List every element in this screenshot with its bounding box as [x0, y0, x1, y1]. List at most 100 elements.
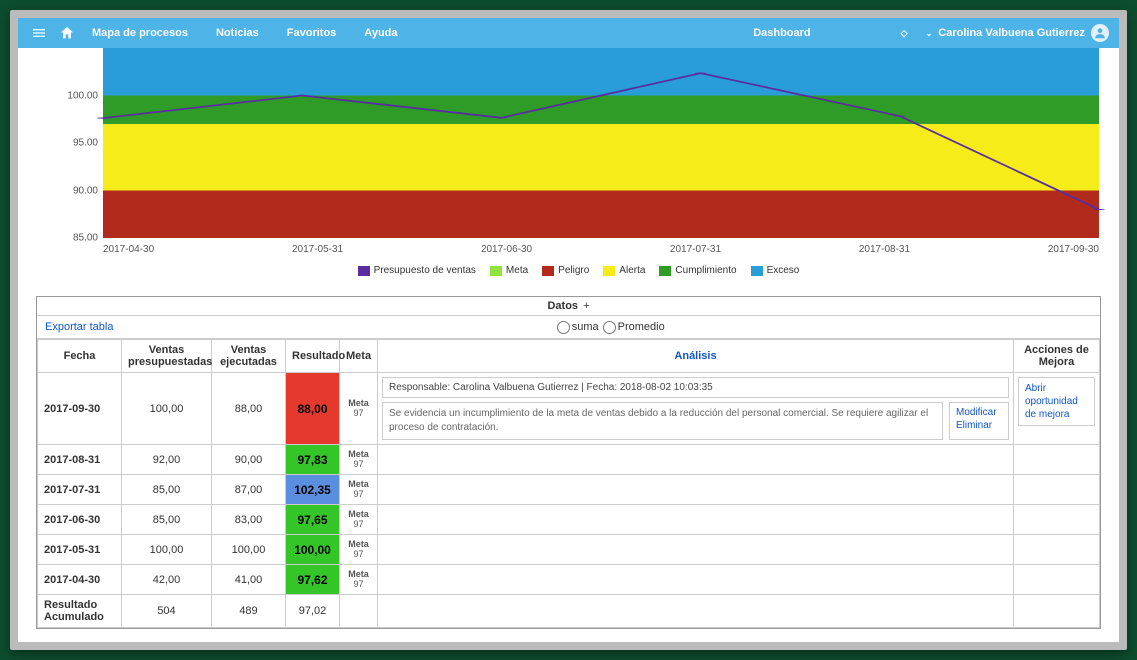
col-resultado: Resultado [286, 340, 340, 373]
table-row: 2017-08-3192,0090,0097,83Meta97 [38, 445, 1100, 475]
data-table-container: Datos + Exportar tabla suma Promedio Fec… [36, 296, 1101, 629]
legend-item: Peligro [542, 265, 589, 276]
table-row: 2017-07-3185,0087,00102,35Meta97 [38, 475, 1100, 505]
col-analisis[interactable]: Análisis [378, 340, 1014, 373]
cell-analisis [378, 445, 1014, 475]
view-selector[interactable]: Dashboard ◇ [753, 27, 905, 39]
home-icon[interactable] [56, 22, 78, 44]
nav-links: Mapa de procesos Noticias Favoritos Ayud… [92, 27, 398, 39]
legend-item: Meta [490, 265, 528, 276]
nav-link-favoritos[interactable]: Favoritos [287, 27, 337, 39]
cell-fecha: 2017-08-31 [38, 445, 122, 475]
cell-acciones [1014, 535, 1100, 565]
x-tick: 2017-05-31 [292, 244, 343, 255]
y-tick: 90.00 [73, 185, 98, 196]
legend-item: Cumplimiento [659, 265, 736, 276]
col-acciones: Acciones de Mejora [1014, 340, 1100, 373]
cell-fecha: 2017-07-31 [38, 475, 122, 505]
cell-meta: Meta97 [340, 505, 378, 535]
cell-resultado: 102,35 [286, 475, 340, 505]
table-total-row: Resultado Acumulado50448997,02 [38, 595, 1100, 628]
cell-vp: 42,00 [122, 565, 212, 595]
cell-fecha: 2017-06-30 [38, 505, 122, 535]
y-tick: 85.00 [73, 233, 98, 244]
cell-fecha: 2017-04-30 [38, 565, 122, 595]
radio-suma[interactable]: suma [557, 321, 599, 334]
cell-fecha: 2017-09-30 [38, 373, 122, 445]
radio-promedio[interactable]: Promedio [603, 321, 665, 334]
cell-meta: Meta97 [340, 565, 378, 595]
view-selector-label: Dashboard [753, 27, 810, 39]
table-row: 2017-09-30100,0088,0088,00Meta97Responsa… [38, 373, 1100, 445]
nav-link-procesos[interactable]: Mapa de procesos [92, 27, 188, 39]
x-axis: 2017-04-30 2017-05-31 2017-06-30 2017-07-31… [103, 238, 1099, 255]
abrir-oportunidad-link[interactable]: Abrir oportunidad de mejora [1025, 383, 1078, 420]
modificar-link[interactable]: Modificar [956, 407, 1002, 418]
cell-vp: 100,00 [122, 373, 212, 445]
y-tick: 100.00 [67, 90, 98, 101]
cell-analisis: Responsable: Carolina Valbuena Gutierrez… [378, 373, 1014, 445]
col-vp: Ventas presupuestadas [122, 340, 212, 373]
table-title-text: Datos [547, 300, 578, 312]
cell-resultado: 97,65 [286, 505, 340, 535]
cell-vp: 92,00 [122, 445, 212, 475]
x-tick: 2017-06-30 [481, 244, 532, 255]
cell-ve: 100,00 [212, 535, 286, 565]
cell-acciones [1014, 505, 1100, 535]
col-meta: Meta [340, 340, 378, 373]
user-name: Carolina Valbuena Gutierrez [938, 27, 1085, 39]
cell-ve: 87,00 [212, 475, 286, 505]
y-axis: 85.0090.0095.00100.00 [58, 48, 103, 238]
x-tick: 2017-09-30 [1048, 244, 1099, 255]
export-table-link[interactable]: Exportar tabla [37, 316, 121, 338]
x-tick: 2017-04-30 [103, 244, 154, 255]
nav-link-noticias[interactable]: Noticias [216, 27, 259, 39]
cell-total-ve: 489 [212, 595, 286, 628]
cell-ve: 41,00 [212, 565, 286, 595]
cell-acciones: Abrir oportunidad de mejora [1014, 373, 1100, 445]
cell-analisis [378, 505, 1014, 535]
cell-analisis [378, 535, 1014, 565]
cell-acciones [1014, 445, 1100, 475]
cell-acciones [1014, 475, 1100, 505]
legend-item: Exceso [751, 265, 800, 276]
cell-empty [1014, 595, 1100, 628]
chart-legend: Presupuesto de ventas Meta Peligro Alerta Cu… [58, 265, 1099, 276]
chevron-down-icon: ⌄ [926, 29, 933, 38]
cell-resultado: 97,83 [286, 445, 340, 475]
cell-meta: Meta97 [340, 445, 378, 475]
aggregation-toggle: suma Promedio [121, 321, 1100, 334]
radio-promedio-label: Promedio [618, 321, 665, 333]
menu-icon[interactable] [28, 22, 50, 44]
cell-total-res: 97,02 [286, 595, 340, 628]
x-tick: 2017-07-31 [670, 244, 721, 255]
cell-vp: 85,00 [122, 475, 212, 505]
eliminar-link[interactable]: Eliminar [956, 420, 1002, 431]
expand-icon[interactable]: + [580, 300, 589, 312]
table-row: 2017-05-31100,00100,00100,00Meta97 [38, 535, 1100, 565]
nav-link-ayuda[interactable]: Ayuda [364, 27, 397, 39]
cell-meta: Meta97 [340, 373, 378, 445]
cell-vp: 85,00 [122, 505, 212, 535]
cell-meta: Meta97 [340, 475, 378, 505]
radio-suma-label: suma [572, 321, 599, 333]
cell-total-label: Resultado Acumulado [38, 595, 122, 628]
analisis-actions: Modificar Eliminar [949, 402, 1009, 440]
legend-item: Alerta [603, 265, 645, 276]
table-row: 2017-04-3042,0041,0097,62Meta97 [38, 565, 1100, 595]
chart: 85.0090.0095.00100.00 [58, 48, 1099, 238]
cell-ve: 90,00 [212, 445, 286, 475]
user-menu[interactable]: ⌄ Carolina Valbuena Gutierrez [926, 24, 1109, 42]
cell-analisis [378, 565, 1014, 595]
cell-resultado: 88,00 [286, 373, 340, 445]
cell-empty [378, 595, 1014, 628]
analisis-header: Responsable: Carolina Valbuena Gutierrez… [382, 377, 1009, 398]
chart-plot [103, 48, 1099, 238]
cell-meta: Meta97 [340, 535, 378, 565]
legend-item: Presupuesto de ventas [358, 265, 476, 276]
col-ve: Ventas ejecutadas [212, 340, 286, 373]
top-navbar: Mapa de procesos Noticias Favoritos Ayud… [18, 18, 1119, 48]
cell-total-vp: 504 [122, 595, 212, 628]
cell-empty [340, 595, 378, 628]
updown-icon: ◇ [901, 28, 906, 39]
